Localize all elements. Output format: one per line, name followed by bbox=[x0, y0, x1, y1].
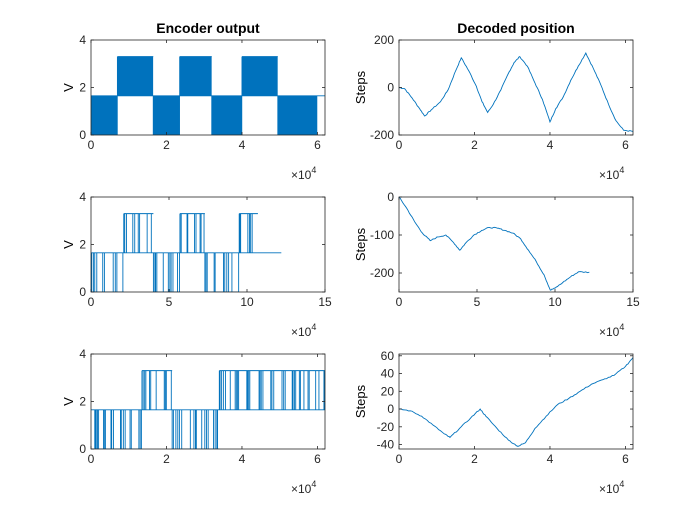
data-series-line bbox=[399, 52, 633, 132]
axes-box bbox=[398, 196, 634, 293]
x-tick-label: 6 bbox=[314, 452, 321, 466]
y-tick-label: 200 bbox=[374, 33, 394, 47]
y-axis-label: V bbox=[61, 240, 76, 249]
column-title-decoded-position: Decoded position bbox=[457, 20, 574, 36]
y-tick-label: 40 bbox=[381, 367, 395, 381]
x-exponent-label: ×104 bbox=[291, 479, 316, 496]
x-tick-label: 0 bbox=[88, 295, 95, 309]
x-tick-label: 15 bbox=[626, 295, 640, 309]
y-tick-label: 0 bbox=[387, 190, 394, 204]
y-tick-label: 4 bbox=[79, 347, 86, 361]
x-tick-label: 2 bbox=[163, 138, 170, 152]
x-tick-label: 2 bbox=[471, 452, 478, 466]
y-tick-label: 0 bbox=[79, 285, 86, 299]
y-tick-label: 0 bbox=[387, 81, 394, 95]
x-exponent-base: ×10 bbox=[599, 325, 620, 339]
x-exponent-power: 4 bbox=[311, 479, 316, 489]
data-series-line bbox=[91, 370, 325, 449]
x-exponent-label: ×104 bbox=[599, 479, 624, 496]
y-tick-label: 2 bbox=[79, 81, 86, 95]
y-tick-label: 4 bbox=[79, 190, 86, 204]
y-tick-label: 0 bbox=[387, 402, 394, 416]
y-tick-label: -20 bbox=[377, 420, 395, 434]
x-exponent-power: 4 bbox=[311, 165, 316, 175]
x-tick-label: 4 bbox=[239, 138, 246, 152]
y-axis-label: Steps bbox=[353, 70, 368, 104]
x-tick-label: 0 bbox=[396, 452, 403, 466]
x-exponent-base: ×10 bbox=[599, 168, 620, 182]
x-tick-label: 0 bbox=[88, 138, 95, 152]
x-exponent-power: 4 bbox=[619, 165, 624, 175]
x-exponent-base: ×10 bbox=[291, 482, 312, 496]
x-exponent-base: ×10 bbox=[291, 168, 312, 182]
x-tick-label: 0 bbox=[396, 138, 403, 152]
y-tick-label: 2 bbox=[79, 238, 86, 252]
data-series-line bbox=[399, 357, 633, 447]
data-series-line bbox=[399, 197, 590, 291]
x-exponent-power: 4 bbox=[619, 322, 624, 332]
x-tick-label: 4 bbox=[547, 452, 554, 466]
subplot-row2-right: 0 5 10 15 -200 -100 0 Steps ×104 bbox=[353, 190, 640, 339]
x-tick-label: 5 bbox=[474, 295, 481, 309]
x-exponent-label: ×104 bbox=[291, 322, 316, 339]
y-axis-label: V bbox=[61, 397, 76, 406]
column-title-encoder-output: Encoder output bbox=[156, 20, 260, 36]
data-series-line bbox=[91, 56, 325, 135]
y-axis-label: Steps bbox=[353, 384, 368, 418]
y-tick-label: 0 bbox=[79, 442, 86, 456]
y-tick-label: 2 bbox=[79, 395, 86, 409]
x-tick-label: 6 bbox=[622, 138, 629, 152]
x-tick-label: 2 bbox=[471, 138, 478, 152]
x-tick-label: 2 bbox=[163, 452, 170, 466]
y-tick-label: -200 bbox=[370, 266, 394, 280]
x-tick-label: 4 bbox=[239, 452, 246, 466]
y-tick-label: 20 bbox=[381, 384, 395, 398]
data-series-line bbox=[91, 213, 282, 292]
y-tick-label: -200 bbox=[370, 128, 394, 142]
x-exponent-label: ×104 bbox=[291, 165, 316, 182]
y-tick-label: -100 bbox=[370, 228, 394, 242]
x-tick-label: 4 bbox=[547, 138, 554, 152]
x-tick-label: 5 bbox=[166, 295, 173, 309]
x-tick-label: 10 bbox=[548, 295, 562, 309]
x-exponent-label: ×104 bbox=[599, 322, 624, 339]
x-tick-label: 6 bbox=[314, 138, 321, 152]
axes-box bbox=[398, 353, 634, 450]
x-exponent-base: ×10 bbox=[599, 482, 620, 496]
y-tick-label: 60 bbox=[381, 349, 395, 363]
x-tick-label: 15 bbox=[318, 295, 332, 309]
x-tick-label: 10 bbox=[240, 295, 254, 309]
y-tick-label: 0 bbox=[79, 128, 86, 142]
y-axis-label: Steps bbox=[353, 227, 368, 261]
x-tick-label: 0 bbox=[88, 452, 95, 466]
x-tick-label: 0 bbox=[396, 295, 403, 309]
x-exponent-base: ×10 bbox=[291, 325, 312, 339]
x-exponent-power: 4 bbox=[619, 479, 624, 489]
x-exponent-power: 4 bbox=[311, 322, 316, 332]
x-tick-label: 6 bbox=[622, 452, 629, 466]
y-axis-label: V bbox=[61, 83, 76, 92]
y-tick-label: 4 bbox=[79, 33, 86, 47]
y-tick-label: -40 bbox=[377, 438, 395, 452]
x-exponent-label: ×104 bbox=[599, 165, 624, 182]
